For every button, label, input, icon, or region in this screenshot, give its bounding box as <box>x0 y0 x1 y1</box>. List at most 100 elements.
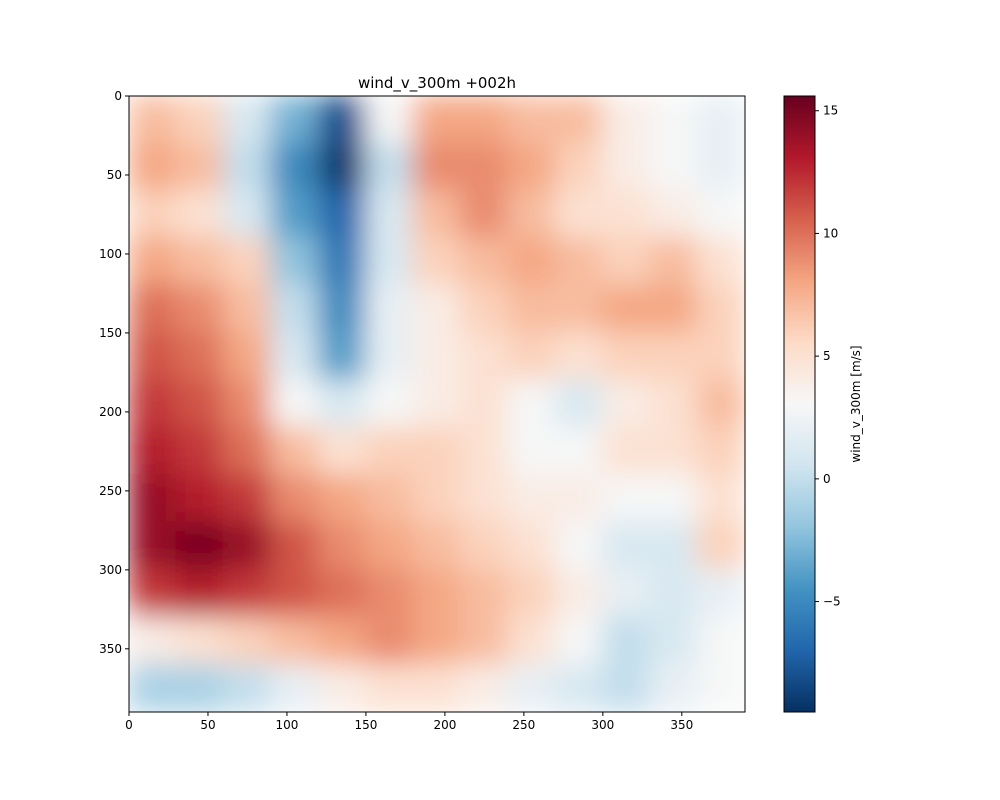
heatmap-cell <box>222 521 273 571</box>
heatmap-cell <box>317 474 367 524</box>
heatmap-cell <box>175 521 225 571</box>
heatmap-cell <box>649 426 699 477</box>
heatmap-cell <box>696 568 745 619</box>
heatmap-cell <box>507 426 557 477</box>
heatmap-cell <box>696 616 745 666</box>
heatmap-cell <box>601 284 652 334</box>
heatmap-cell <box>175 426 225 477</box>
heatmap-cell <box>317 616 367 666</box>
heatmap-cell <box>696 663 745 712</box>
colorbar-tick-label: 10 <box>823 226 838 240</box>
y-tick-label: 300 <box>99 563 122 577</box>
heatmap-cell <box>364 96 415 145</box>
heatmap-cell <box>317 331 367 382</box>
colorbar-axis: −5 0 5 10 15 <box>815 104 841 609</box>
heatmap-cell <box>175 663 225 712</box>
heatmap-cell <box>459 142 510 192</box>
heatmap-cell <box>129 142 178 192</box>
heatmap-cell <box>222 237 273 287</box>
x-tick-label: 150 <box>354 718 377 732</box>
heatmap-cell <box>364 284 415 334</box>
y-axis: 0 50 100 150 200 250 300 350 <box>99 89 129 656</box>
heatmap-cell <box>649 379 699 429</box>
heatmap-cell <box>412 474 462 524</box>
heatmap-cell <box>270 331 320 382</box>
heatmap-cell <box>222 568 273 619</box>
heatmap-cell <box>696 426 745 477</box>
heatmap-cell <box>317 189 367 240</box>
heatmap-cell <box>696 96 745 145</box>
heatmap-cell <box>507 331 557 382</box>
heatmap-cell <box>412 284 462 334</box>
heatmap-cell <box>222 96 273 145</box>
chart-title: wind_v_300m +002h <box>358 74 516 93</box>
heatmap-cell <box>270 663 320 712</box>
heatmap-cell <box>696 474 745 524</box>
heatmap-cell <box>364 521 415 571</box>
heatmap-cell <box>412 568 462 619</box>
heatmap-cell <box>317 568 367 619</box>
heatmap-cell <box>412 189 462 240</box>
heatmap-cell <box>554 284 604 334</box>
heatmap-cell <box>649 521 699 571</box>
heatmap-cell <box>364 189 415 240</box>
heatmap-cell <box>412 331 462 382</box>
heatmap-cell <box>507 474 557 524</box>
heatmap-cell <box>696 237 745 287</box>
heatmap-cell <box>459 616 510 666</box>
heatmap-cell <box>554 616 604 666</box>
heatmap-cell <box>364 474 415 524</box>
heatmap-cell <box>222 663 273 712</box>
colorbar-tick-label: 15 <box>823 104 838 118</box>
heatmap-cell <box>649 189 699 240</box>
heatmap-cell <box>175 189 225 240</box>
heatmap-cell <box>129 474 178 524</box>
heatmap-cell <box>222 189 273 240</box>
heatmap-cell <box>649 237 699 287</box>
heatmap-cell <box>222 426 273 477</box>
heatmap-cell <box>175 237 225 287</box>
heatmap-cell <box>507 663 557 712</box>
heatmap-cell <box>459 284 510 334</box>
heatmap-cell <box>317 284 367 334</box>
heatmap-cell <box>696 142 745 192</box>
heatmap-cell <box>222 474 273 524</box>
heatmap-cell <box>696 379 745 429</box>
heatmap-cell <box>270 96 320 145</box>
y-tick-label: 50 <box>107 168 122 182</box>
plot-frame <box>128 95 746 713</box>
heatmap-cell <box>129 237 178 287</box>
heatmap-cell <box>412 96 462 145</box>
heatmap-cell <box>364 331 415 382</box>
x-tick-label: 50 <box>200 718 215 732</box>
y-tick-label: 100 <box>99 247 122 261</box>
heatmap-cell <box>270 568 320 619</box>
heatmap-cell <box>270 426 320 477</box>
heatmap-cell <box>317 663 367 712</box>
heatmap-cell <box>129 284 178 334</box>
heatmap-cell <box>507 379 557 429</box>
heatmap-cell <box>649 96 699 145</box>
heatmap-cell <box>129 331 178 382</box>
heatmap-cell <box>317 426 367 477</box>
x-axis: 0 50 100 150 200 250 300 350 <box>125 712 693 732</box>
colorbar-label: wind_v_300m [m/s] <box>849 345 863 462</box>
x-tick-label: 350 <box>670 718 693 732</box>
heatmap-cell <box>459 237 510 287</box>
heatmap-cell <box>554 379 604 429</box>
heatmap-cell <box>364 663 415 712</box>
heatmap-cell <box>507 616 557 666</box>
y-tick-label: 350 <box>99 642 122 656</box>
heatmap-cell <box>364 568 415 619</box>
heatmap-cell <box>507 521 557 571</box>
heatmap-cell <box>601 616 652 666</box>
y-tick-label: 200 <box>99 405 122 419</box>
heatmap-cell <box>601 474 652 524</box>
heatmap-cell <box>129 521 178 571</box>
heatmap-cell <box>601 521 652 571</box>
heatmap-cell <box>696 189 745 240</box>
heatmap-cell <box>554 189 604 240</box>
heatmap-cell <box>317 379 367 429</box>
heatmap-cell <box>601 142 652 192</box>
heatmap-cell <box>270 379 320 429</box>
